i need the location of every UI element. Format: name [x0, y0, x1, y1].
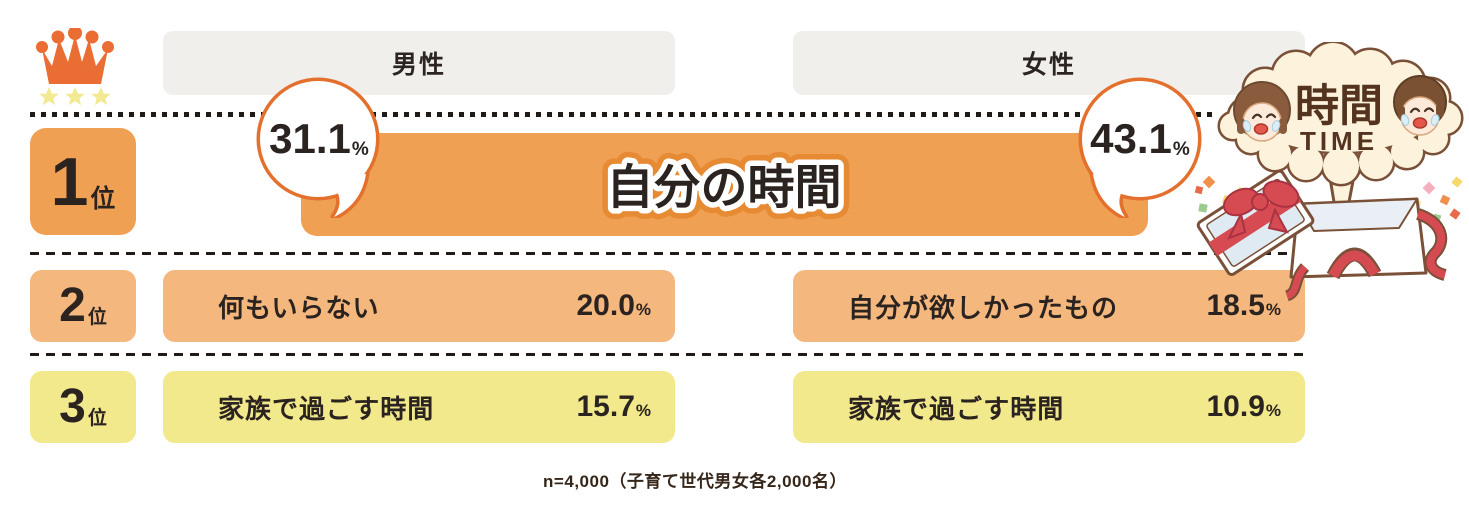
rank1-title: 自分の時間 自分の時間 [596, 150, 853, 225]
rank2-female-value: 18.5% [1206, 289, 1281, 322]
rank2-male-value: 20.0% [576, 289, 651, 322]
female-column-header: 女性 [793, 31, 1305, 95]
dotted-separator [30, 112, 1215, 117]
three-stars-icon [39, 87, 111, 106]
rank2-male-bar: 何もいらない 20.0% [163, 270, 675, 342]
male-rank1-value: 31.1% [269, 115, 369, 162]
open-gift-box [1196, 169, 1448, 302]
male-column-header: 男性 [163, 31, 675, 95]
rank3-female-bar: 家族で過ごす時間 10.9% [793, 371, 1305, 443]
svg-text:自分の時間: 自分の時間 [607, 161, 842, 214]
ribbon-bow [1222, 180, 1300, 240]
gift-time-illustration: 時間 TIME [1194, 42, 1464, 302]
rank3-male-bar: 家族で過ごす時間 15.7% [163, 371, 675, 443]
cloud-subtitle-time: TIME [1300, 126, 1378, 156]
cloud-title-jikan: 時間 [1295, 82, 1383, 131]
svg-text:自分の時間: 自分の時間 [607, 161, 842, 214]
crown-icon [36, 28, 114, 106]
rank3-female-value: 10.9% [1206, 390, 1281, 423]
crying-joy-man-face [1393, 75, 1447, 136]
rank3-male-label: 家族で過ごす時間 [218, 393, 435, 424]
rank2-female-label: 自分が欲しかったもの [848, 292, 1119, 323]
rank3-male-value: 15.7% [576, 390, 651, 423]
crying-joy-woman-face [1233, 81, 1291, 142]
rank1-bar: 自分の時間 自分の時間 [301, 133, 1148, 236]
female-rank1-value: 43.1% [1090, 115, 1190, 162]
rank3-female-label: 家族で過ごす時間 [848, 393, 1065, 424]
rank2-male-label: 何もいらない [218, 292, 380, 323]
rank2-female-bar: 自分が欲しかったもの 18.5% [793, 270, 1305, 342]
female-rank1-bubble [1078, 77, 1202, 218]
sample-size-note: n=4,000（子育て世代男女各2,000名） [543, 472, 847, 491]
dashed-separator-2 [30, 353, 1307, 356]
male-rank1-bubble [256, 77, 380, 218]
dashed-separator-1 [30, 252, 1307, 255]
